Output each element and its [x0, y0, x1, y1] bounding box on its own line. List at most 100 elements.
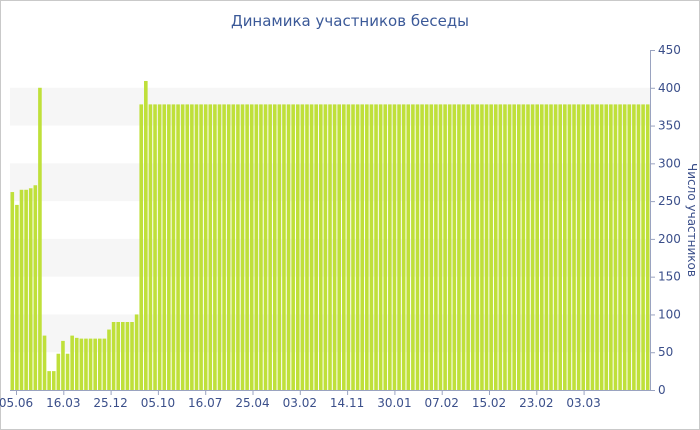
bar	[162, 104, 167, 391]
bar	[581, 104, 586, 391]
x-tick-label: 03.03	[566, 396, 600, 410]
y-axis: 0 50 100 150 200 250 300 350 400 450	[650, 43, 681, 397]
bar	[134, 314, 139, 390]
x-tick-label: 16.07	[188, 396, 222, 410]
bar	[388, 104, 392, 391]
bar	[111, 322, 116, 390]
bar	[157, 104, 162, 391]
x-tick-label: 23.02	[519, 396, 553, 410]
bar	[475, 104, 480, 391]
bar	[636, 104, 641, 391]
bar	[526, 104, 530, 391]
bar	[530, 104, 535, 391]
x-tick-label: 25.12	[93, 396, 127, 410]
bar	[295, 104, 300, 391]
bar	[447, 104, 452, 391]
bar	[627, 104, 632, 391]
bar	[84, 338, 88, 390]
bar	[337, 104, 342, 391]
bar	[61, 340, 65, 390]
bar	[38, 87, 42, 391]
bar	[622, 104, 627, 391]
bar	[42, 335, 47, 390]
bar	[609, 104, 613, 391]
bar	[213, 104, 217, 391]
bar	[208, 104, 213, 391]
bar	[328, 104, 332, 391]
bar	[102, 338, 107, 390]
bar	[240, 104, 245, 391]
bar	[374, 104, 378, 391]
chart-title: Динамика участников беседы	[230, 12, 470, 30]
bar	[70, 335, 74, 390]
bar	[572, 104, 576, 391]
bar	[553, 104, 558, 391]
bar	[93, 338, 97, 390]
bar	[236, 104, 240, 391]
bar	[24, 189, 28, 390]
bar	[397, 104, 401, 391]
bar	[300, 104, 305, 391]
bar	[180, 104, 185, 391]
bar	[56, 353, 61, 390]
bar	[586, 104, 590, 391]
bar	[19, 189, 24, 390]
bar	[305, 104, 309, 391]
bar	[521, 104, 526, 391]
bar	[249, 104, 254, 391]
bar	[443, 104, 447, 391]
bar	[318, 104, 323, 391]
bar	[33, 185, 38, 390]
bar	[452, 104, 457, 391]
bar	[503, 104, 507, 391]
bar	[148, 104, 153, 391]
bar	[438, 104, 443, 391]
bar	[613, 104, 618, 391]
bar	[121, 322, 125, 390]
bar	[217, 104, 222, 391]
bar	[535, 104, 539, 391]
bar	[645, 104, 650, 391]
bar	[411, 104, 415, 391]
bar	[51, 371, 56, 390]
bar	[226, 104, 231, 391]
bar	[203, 104, 208, 391]
x-tick-label: 14.11	[330, 396, 364, 410]
bar	[107, 329, 111, 390]
bar	[74, 337, 79, 390]
bar	[28, 188, 33, 390]
bar	[346, 104, 351, 391]
bar	[171, 104, 176, 391]
bar	[47, 371, 51, 390]
bar	[549, 104, 553, 391]
bar	[493, 104, 498, 391]
bars	[10, 80, 650, 391]
bar	[484, 104, 489, 391]
bar	[466, 104, 470, 391]
bar	[378, 104, 383, 391]
bar	[558, 104, 563, 391]
bar	[286, 104, 291, 391]
bar	[539, 104, 544, 391]
bar	[199, 104, 203, 391]
bar	[125, 322, 130, 390]
bar	[268, 104, 272, 391]
bar	[383, 104, 388, 391]
bar	[351, 104, 355, 391]
bar	[245, 104, 249, 391]
x-tick-label: 03.02	[283, 396, 317, 410]
bar	[563, 104, 567, 391]
y-tick-label: 0	[658, 383, 666, 397]
bar	[512, 104, 516, 391]
bar	[263, 104, 268, 391]
bar	[360, 104, 365, 391]
bar	[595, 104, 599, 391]
x-axis: 05.06 16.03 25.12 05.10 16.07 25.04 03.02 14.11…	[0, 390, 655, 410]
bar	[167, 104, 171, 391]
bar	[641, 104, 645, 391]
bar	[415, 104, 420, 391]
bar	[97, 338, 102, 390]
bar	[507, 104, 512, 391]
bar	[434, 104, 438, 391]
